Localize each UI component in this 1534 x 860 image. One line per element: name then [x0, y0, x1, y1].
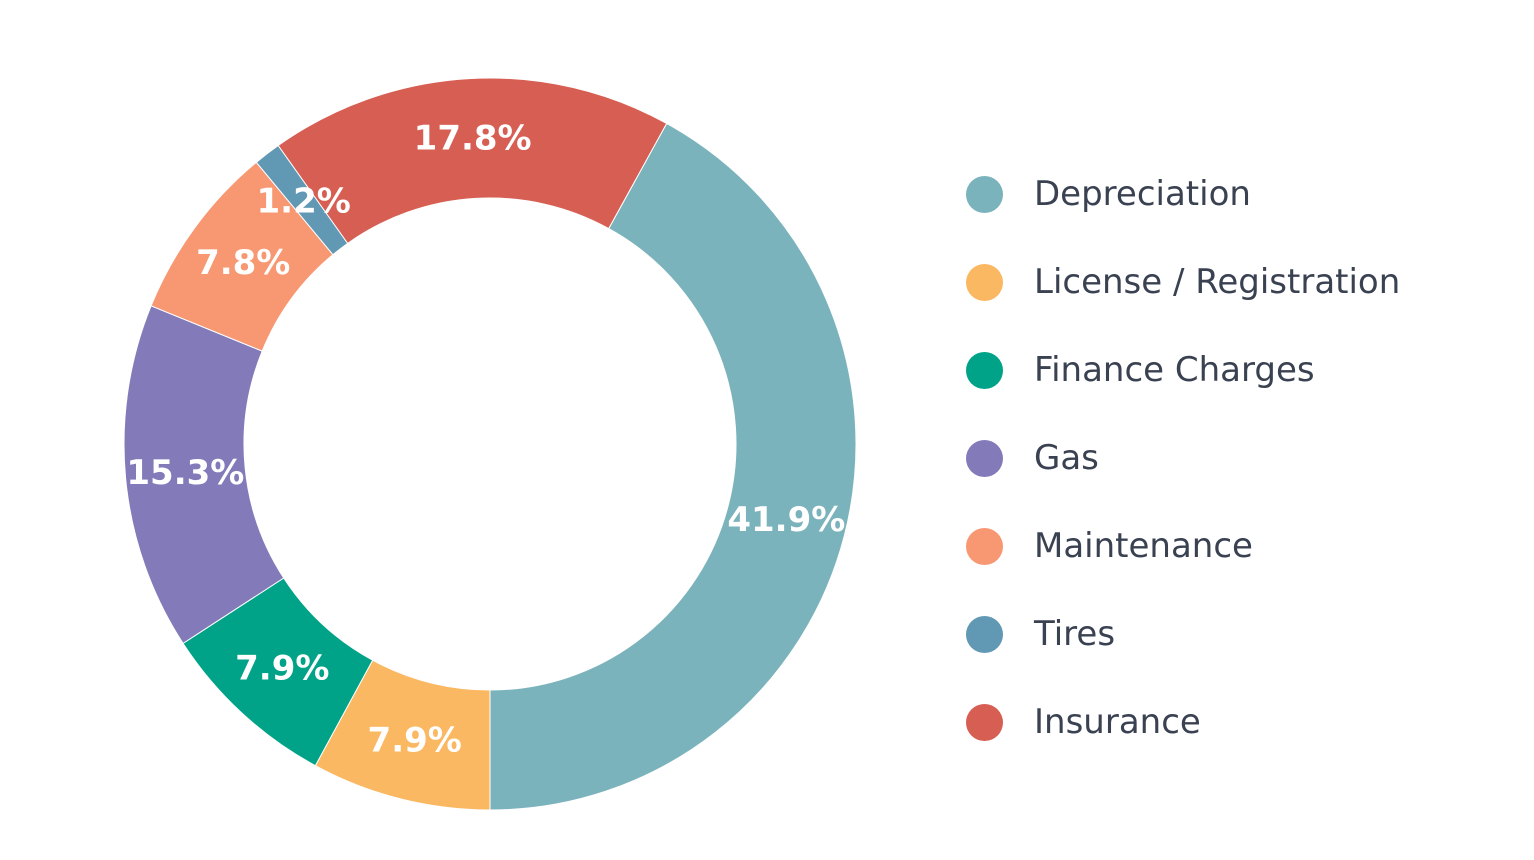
- slice-insurance: [277, 77, 668, 245]
- chart-slice-labels: 41.9% 7.9% 7.9% 15.3% 7.8% 1.2% 17.8%: [126, 118, 845, 760]
- legend-dot-icon: [966, 703, 1003, 741]
- slice-label-maintenance: 7.8%: [196, 243, 290, 283]
- legend-item-gas: Gas: [966, 414, 1400, 502]
- legend-dot-icon: [966, 351, 1003, 389]
- legend-item-insurance: Insurance: [966, 678, 1400, 766]
- legend-label: Insurance: [1034, 702, 1201, 742]
- legend-label: Gas: [1034, 438, 1099, 478]
- legend-label: Tires: [1034, 614, 1116, 654]
- legend-item-depreciation: Depreciation: [966, 150, 1400, 238]
- legend-dot-icon: [966, 263, 1003, 301]
- slice-label-license-registration: 7.9%: [368, 721, 462, 761]
- legend-dot-icon: [966, 439, 1003, 477]
- chart-slices: [123, 77, 857, 811]
- legend-label: Depreciation: [1034, 174, 1251, 214]
- legend-item-maintenance: Maintenance: [966, 502, 1400, 590]
- legend-label: Maintenance: [1034, 526, 1253, 566]
- slice-label-insurance: 17.8%: [414, 118, 532, 158]
- legend-label: Finance Charges: [1034, 350, 1315, 390]
- slice-depreciation: [489, 122, 857, 811]
- legend-item-license-registration: License / Registration: [966, 238, 1400, 326]
- slice-label-tires: 1.2%: [257, 181, 351, 221]
- slice-label-gas: 15.3%: [126, 453, 244, 493]
- slice-label-depreciation: 41.9%: [727, 500, 845, 540]
- legend-item-finance-charges: Finance Charges: [966, 326, 1400, 414]
- legend-item-tires: Tires: [966, 590, 1400, 678]
- legend-dot-icon: [966, 615, 1003, 653]
- chart-legend: Depreciation License / Registration Financ…: [966, 150, 1400, 766]
- legend-dot-icon: [966, 527, 1003, 565]
- legend-dot-icon: [966, 175, 1003, 213]
- legend-label: License / Registration: [1034, 262, 1401, 302]
- slice-label-finance-charges: 7.9%: [235, 649, 329, 689]
